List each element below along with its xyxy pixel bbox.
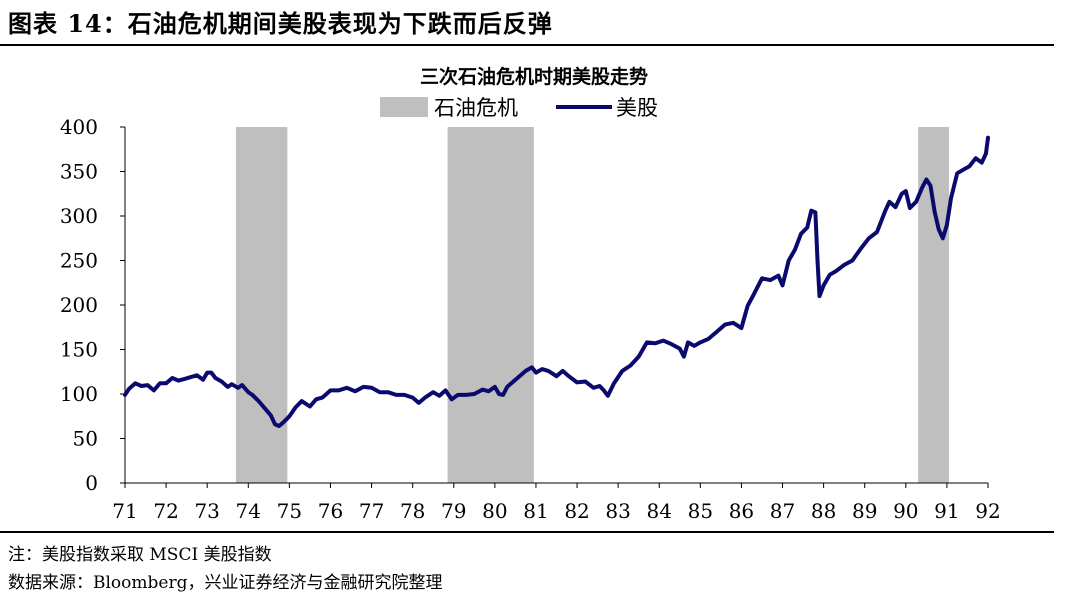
- chart-title: 三次石油危机时期美股走势: [419, 66, 648, 88]
- y-tick-label-150: 150: [60, 338, 98, 362]
- series-line-1: [123, 135, 990, 428]
- y-tick-label-250: 250: [60, 249, 98, 273]
- x-tick-label-81: 81: [523, 499, 548, 523]
- oil-crisis-band-3: [918, 127, 949, 483]
- legend-line-swatch: [556, 105, 612, 109]
- legend-label-oil-crisis: 石油危机: [434, 96, 518, 120]
- y-tick-label-300: 300: [60, 204, 98, 228]
- bottom-rule: [0, 531, 1054, 533]
- legend-item-oil-crisis: 石油危机: [380, 92, 518, 122]
- x-tick-label-92: 92: [975, 499, 1000, 523]
- x-tick-label-72: 72: [153, 499, 178, 523]
- y-tick-label-50: 50: [73, 427, 98, 451]
- x-tick-label-79: 79: [441, 499, 466, 523]
- x-tick-label-91: 91: [934, 499, 959, 523]
- x-tick-label-71: 71: [112, 499, 137, 523]
- legend-item-us-stocks: 美股: [556, 92, 658, 122]
- x-tick-label-77: 77: [359, 499, 384, 523]
- source-note: 数据来源：Bloomberg，兴业证券经济与金融研究院整理: [8, 573, 443, 593]
- y-tick-label-350: 350: [60, 160, 98, 184]
- oil-crisis-band-1: [235, 127, 288, 483]
- x-tick-label-83: 83: [605, 499, 630, 523]
- figure-title: 图表 14：石油危机期间美股表现为下跌而后反弹: [8, 9, 553, 38]
- top-rule: [0, 44, 1054, 46]
- x-tick-label-90: 90: [893, 499, 918, 523]
- legend-label-us-stocks: 美股: [616, 96, 658, 120]
- y-tick-label-400: 400: [60, 115, 98, 139]
- y-tick-label-0: 0: [85, 471, 98, 495]
- x-tick-label-74: 74: [236, 499, 261, 523]
- x-tick-label-76: 76: [318, 499, 343, 523]
- x-tick-label-89: 89: [852, 499, 877, 523]
- x-tick-label-73: 73: [194, 499, 219, 523]
- x-tick-label-85: 85: [688, 499, 713, 523]
- footnote: 注：美股指数采取 MSCI 美股指数: [8, 545, 272, 565]
- y-tick-label-100: 100: [60, 382, 98, 406]
- x-tick-label-87: 87: [770, 499, 795, 523]
- oil-crisis-band-2: [447, 127, 534, 483]
- x-tick-label-86: 86: [729, 499, 754, 523]
- x-tick-label-84: 84: [647, 499, 672, 523]
- legend-band-swatch: [380, 97, 428, 117]
- x-tick-label-82: 82: [564, 499, 589, 523]
- y-tick-label-200: 200: [60, 293, 98, 317]
- x-tick-label-88: 88: [811, 499, 836, 523]
- legend: 石油危机 美股: [380, 94, 696, 120]
- x-tick-label-75: 75: [277, 499, 302, 523]
- x-tick-label-78: 78: [400, 499, 425, 523]
- x-tick-label-80: 80: [482, 499, 507, 523]
